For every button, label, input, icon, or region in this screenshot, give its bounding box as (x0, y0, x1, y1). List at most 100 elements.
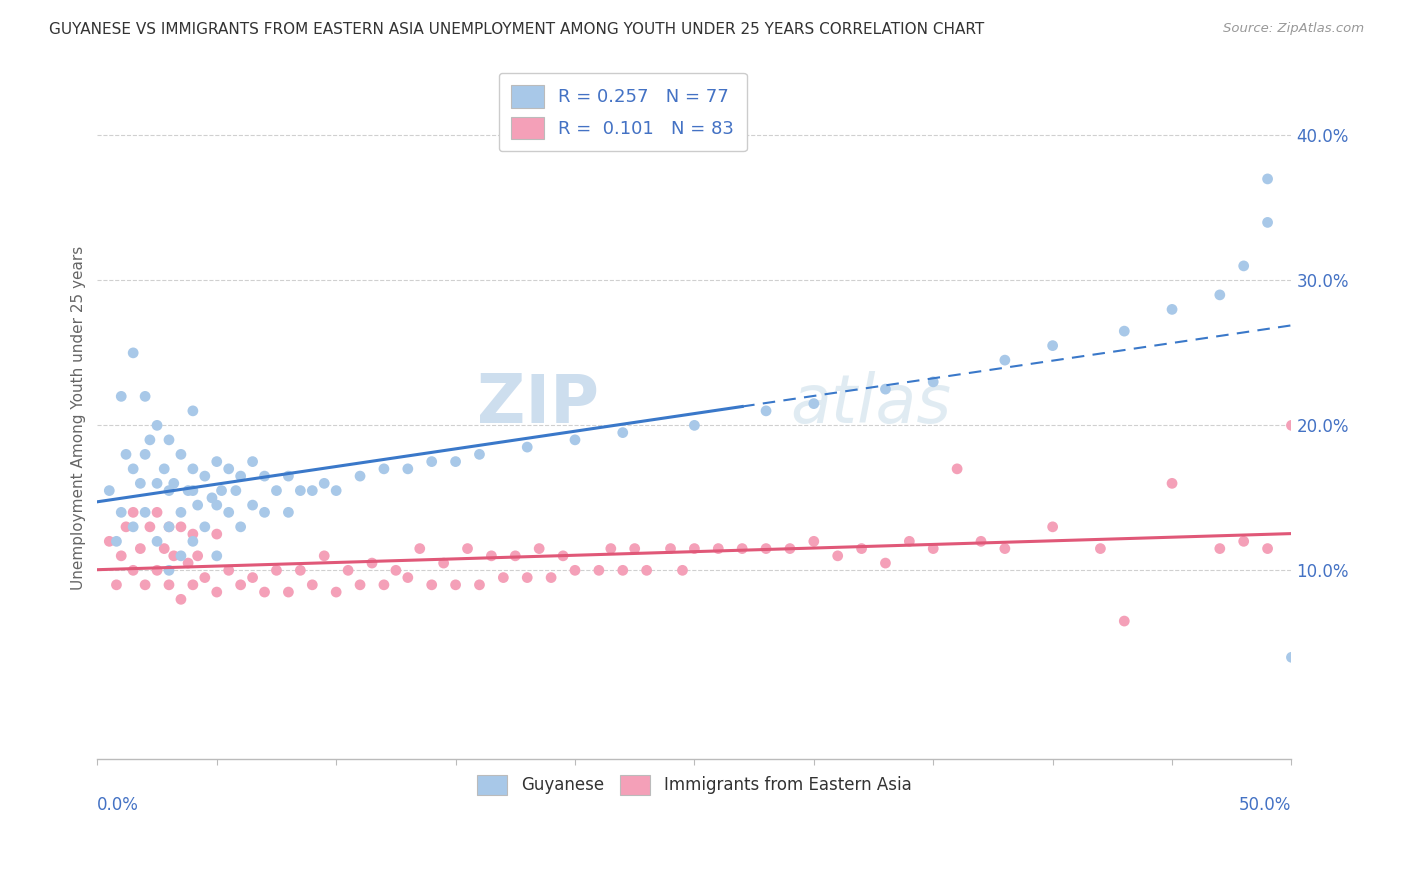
Point (444, 578, 467, 592)
Text: GUYANESE VS IMMIGRANTS FROM EASTERN ASIA UNEMPLOYMENT AMONG YOUTH UNDER 25 YEARS: GUYANESE VS IMMIGRANTS FROM EASTERN ASIA… (49, 22, 984, 37)
Point (457, 541, 479, 556)
Point (146, 476, 169, 491)
Point (325, 585, 347, 599)
Point (122, 563, 145, 577)
Point (139, 433, 162, 447)
Point (139, 520, 162, 534)
Point (707, 541, 730, 556)
Legend: Guyanese, Immigrants from Eastern Asia: Guyanese, Immigrants from Eastern Asia (471, 768, 918, 802)
Point (409, 541, 432, 556)
Point (1114, 614, 1136, 628)
Point (181, 404, 204, 418)
Point (177, 556, 200, 570)
Point (361, 556, 384, 570)
Point (337, 563, 360, 577)
Point (564, 563, 586, 577)
Point (994, 541, 1017, 556)
Point (105, 578, 128, 592)
Point (779, 541, 801, 556)
Point (1114, 324, 1136, 338)
Point (146, 534, 169, 549)
Point (277, 585, 299, 599)
Point (163, 549, 186, 563)
Point (827, 549, 849, 563)
Text: Source: ZipAtlas.com: Source: ZipAtlas.com (1223, 22, 1364, 36)
Point (122, 462, 145, 476)
Point (134, 389, 156, 403)
Point (290, 563, 312, 577)
Point (1161, 302, 1184, 317)
Point (115, 447, 138, 461)
Point (177, 483, 200, 498)
Point (1257, 215, 1279, 229)
Point (218, 462, 240, 476)
Point (946, 462, 969, 476)
Point (129, 476, 152, 491)
Point (1257, 541, 1279, 556)
Text: 50.0%: 50.0% (1239, 797, 1292, 814)
Point (205, 498, 228, 512)
Point (181, 462, 204, 476)
Point (516, 440, 538, 454)
Point (396, 462, 419, 476)
Point (201, 491, 224, 505)
Point (225, 483, 247, 498)
Point (803, 396, 825, 410)
Point (349, 578, 371, 592)
Y-axis label: Unemployment Among Youth under 25 years: Unemployment Among Youth under 25 years (72, 246, 86, 591)
Point (373, 578, 395, 592)
Point (1257, 172, 1279, 186)
Point (170, 505, 193, 519)
Point (851, 541, 873, 556)
Point (564, 433, 586, 447)
Point (266, 563, 288, 577)
Point (170, 549, 193, 563)
Point (349, 469, 371, 483)
Point (181, 527, 204, 541)
Point (875, 382, 897, 396)
Point (875, 556, 897, 570)
Point (187, 498, 209, 512)
Point (1233, 534, 1256, 549)
Point (115, 520, 138, 534)
Point (803, 534, 825, 549)
Point (187, 549, 209, 563)
Point (1161, 476, 1184, 491)
Point (301, 483, 323, 498)
Point (157, 483, 180, 498)
Point (1281, 650, 1303, 665)
Point (205, 549, 228, 563)
Point (229, 578, 252, 592)
Point (1209, 541, 1232, 556)
Point (503, 549, 526, 563)
Point (153, 541, 176, 556)
Point (1042, 520, 1064, 534)
Point (1042, 338, 1064, 352)
Point (98, 534, 121, 549)
Point (163, 476, 186, 491)
Point (325, 483, 347, 498)
Point (170, 592, 193, 607)
Point (157, 563, 180, 577)
Point (420, 454, 443, 468)
Point (194, 520, 217, 534)
Point (314, 476, 336, 491)
Point (1233, 259, 1256, 273)
Point (229, 469, 252, 483)
Point (157, 433, 180, 447)
Point (396, 571, 419, 585)
Point (468, 447, 491, 461)
Point (146, 418, 169, 433)
Point (122, 346, 145, 360)
Point (755, 541, 778, 556)
Point (146, 563, 169, 577)
Point (181, 534, 204, 549)
Point (588, 563, 610, 577)
Point (683, 541, 706, 556)
Point (170, 520, 193, 534)
Point (170, 447, 193, 461)
Point (492, 571, 515, 585)
Point (755, 404, 778, 418)
Point (181, 483, 204, 498)
Point (527, 541, 550, 556)
